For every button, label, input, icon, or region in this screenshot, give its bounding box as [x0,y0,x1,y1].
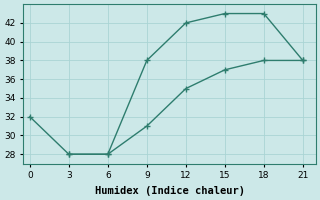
X-axis label: Humidex (Indice chaleur): Humidex (Indice chaleur) [95,186,244,196]
